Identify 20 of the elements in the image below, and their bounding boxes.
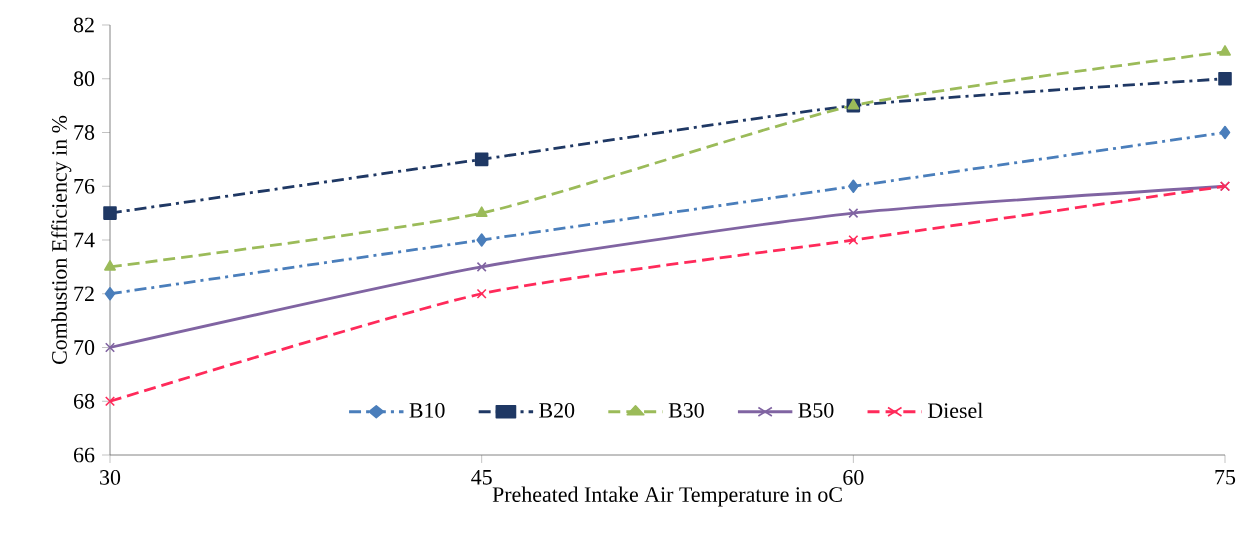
- y-tick-label: 80: [73, 71, 95, 87]
- y-tick-label: 72: [74, 286, 94, 301]
- legend-label: B20: [539, 402, 575, 418]
- y-tick-label: 76: [74, 178, 95, 194]
- y-tick-label: 66: [74, 447, 95, 463]
- x-tick-label: 75: [1215, 470, 1236, 485]
- y-tick-label: 74: [74, 232, 95, 248]
- legend-label: B30: [668, 402, 704, 418]
- y-axis-title: Combustion Efficiency in %: [51, 115, 72, 364]
- legend-label: B50: [798, 402, 834, 418]
- y-tick-label: 82: [73, 17, 94, 33]
- x-tick-label: 60: [843, 470, 864, 485]
- legend-label: B10: [409, 402, 445, 418]
- x-tick-label: 30: [100, 470, 121, 485]
- y-tick-label: 68: [74, 393, 95, 409]
- y-tick-label: 78: [74, 125, 95, 140]
- x-axis-title: Preheated Intake Air Temperature in oC: [492, 486, 842, 507]
- legend-label: Diesel: [927, 402, 983, 419]
- y-tick-label: 70: [74, 340, 95, 355]
- x-tick-label: 45: [471, 470, 492, 485]
